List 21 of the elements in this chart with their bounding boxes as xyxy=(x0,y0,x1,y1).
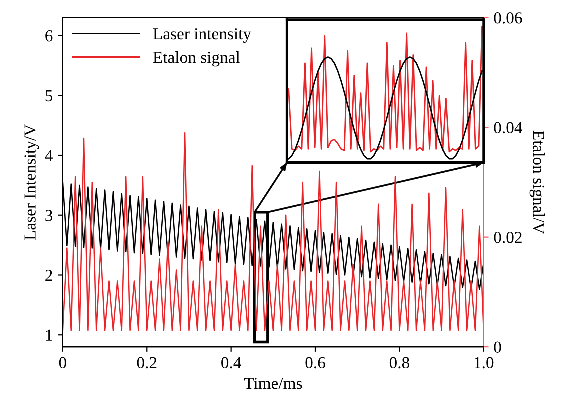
x-tick-label: 0.2 xyxy=(137,357,157,369)
x-tick-label: 0.4 xyxy=(222,357,242,369)
legend-label: Etalon signal xyxy=(153,52,240,67)
x-tick-label: 1.0 xyxy=(474,357,494,369)
y-tick-label: 4 xyxy=(45,150,53,162)
y-tick-label: 2 xyxy=(46,270,52,282)
y-tick-label: 3 xyxy=(46,210,53,222)
x-tick-label: 0.6 xyxy=(306,357,326,369)
y2-axis-title: Etalon signal/V xyxy=(530,130,545,234)
x-tick-label: 0.8 xyxy=(390,357,410,369)
x-axis-title: Time/ms xyxy=(244,378,302,390)
y2-tick-label: 0.02 xyxy=(494,232,522,244)
y-tick-label: 6 xyxy=(46,30,53,42)
y-tick-label: 1 xyxy=(46,330,52,341)
y2-tick-label: 0.06 xyxy=(494,12,522,24)
y2-tick-label: 0.04 xyxy=(494,122,523,134)
y-tick-label: 5 xyxy=(46,90,53,102)
y-axis-title: Laser Intensity/V xyxy=(24,124,40,240)
y2-tick-label: 0 xyxy=(494,342,502,354)
legend-label: Laser intensity xyxy=(153,28,252,44)
x-tick-label: 0 xyxy=(59,357,66,369)
